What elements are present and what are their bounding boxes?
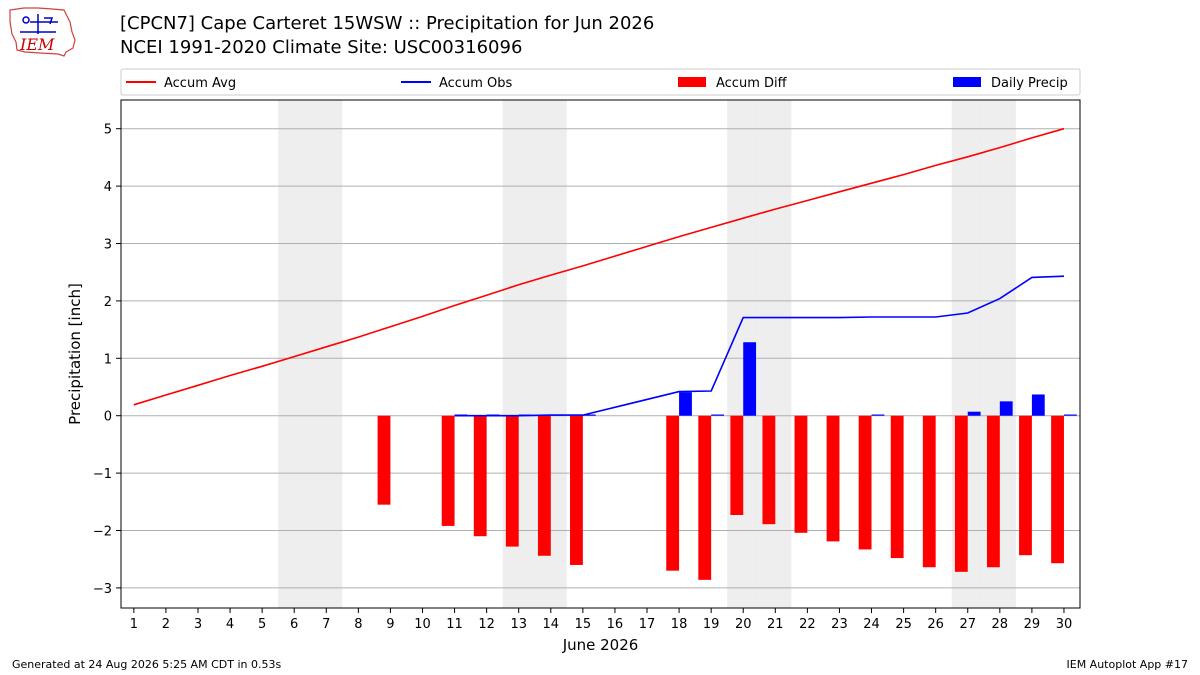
accum-diff-bar	[890, 415, 904, 559]
x-tick-label: 9	[386, 617, 394, 632]
x-tick-label: 24	[863, 617, 880, 632]
x-tick-label: 3	[194, 617, 202, 632]
plot-frame	[120, 99, 1081, 609]
y-tick-label: 5	[104, 123, 112, 138]
accum-diff-bar	[794, 415, 808, 533]
daily-precip-bar	[679, 392, 692, 416]
daily-precip-bar	[871, 414, 885, 416]
legend-entry: Accum Diff	[678, 76, 788, 91]
x-tick-label: 30	[1056, 617, 1073, 632]
y-tick-label: 0	[104, 410, 112, 425]
accum-diff-bar	[570, 415, 583, 565]
x-tick-label: 10	[414, 617, 431, 632]
accum-diff-bar	[1019, 415, 1032, 556]
iem-logo: IEM	[9, 7, 76, 57]
y-axis-label: Precipitation [inch]	[66, 283, 84, 425]
accum-diff-bar	[698, 415, 712, 580]
weather-station-icon	[20, 14, 58, 34]
iem-logo-text: IEM	[19, 35, 55, 54]
x-tick-label: 8	[354, 617, 362, 632]
legend-entry: Accum Obs	[401, 76, 512, 91]
accum-diff-bar	[986, 415, 1000, 568]
accum-diff-bar	[1051, 415, 1064, 564]
x-tick-label: 21	[767, 617, 784, 632]
x-tick-label: 17	[639, 617, 656, 632]
x-tick-label: 22	[799, 617, 816, 632]
chart-title: [CPCN7] Cape Carteret 15WSW :: Precipita…	[120, 13, 655, 34]
y-tick-label: 1	[104, 352, 112, 367]
x-tick-label: 6	[290, 617, 298, 632]
weekend-shade	[759, 100, 792, 608]
accum-diff-bar	[826, 415, 840, 542]
y-tick-label: 2	[104, 295, 112, 310]
x-tick-label: 13	[510, 617, 527, 632]
x-tick-label: 25	[895, 617, 912, 632]
legend: Accum Avg Accum Obs Accum Diff Daily Precip	[120, 68, 1081, 96]
x-axis-label: June 2026	[562, 636, 639, 654]
x-tick-label: 23	[831, 617, 848, 632]
legend-entry: Daily Precip	[953, 76, 1068, 91]
legend-label: Daily Precip	[991, 76, 1068, 91]
daily-precip-bar	[743, 342, 757, 416]
legend-box	[120, 68, 1081, 96]
chart-subtitle: NCEI 1991-2020 Climate Site: USC00316096	[120, 37, 523, 58]
weekend-shade	[310, 100, 343, 608]
accum-diff-bar	[441, 415, 455, 526]
x-tick-label: 20	[735, 617, 752, 632]
x-tick-label: 14	[543, 617, 560, 632]
accum-diff-bar	[505, 415, 519, 547]
legend-label: Accum Avg	[164, 76, 236, 91]
daily-precip-bar	[1063, 414, 1077, 416]
x-tick-label: 5	[258, 617, 266, 632]
y-tick-label: −3	[93, 582, 112, 597]
y-tick-label: −1	[93, 467, 112, 482]
x-tick-label: 16	[607, 617, 624, 632]
accum-diff-bar	[377, 415, 391, 505]
accum-diff-bar	[537, 415, 551, 556]
x-tick-label: 28	[992, 617, 1009, 632]
accum-diff-bar	[858, 415, 872, 550]
legend-label: Accum Diff	[716, 76, 788, 91]
x-tick-label: 19	[703, 617, 720, 632]
legend-entry: Accum Avg	[126, 76, 236, 91]
generated-timestamp: Generated at 24 Aug 2026 5:25 AM CDT in …	[12, 658, 282, 671]
y-tick-label: 3	[104, 238, 112, 253]
accum-obs-line	[454, 275, 1065, 417]
y-tick-label: 4	[104, 180, 112, 195]
accum-diff-bar	[954, 415, 968, 572]
accum-diff-bar	[730, 415, 744, 516]
x-tick-label: 26	[927, 617, 944, 632]
x-tick-label: 11	[446, 617, 463, 632]
x-tick-label: 15	[575, 617, 592, 632]
accum-diff-bar	[922, 415, 936, 568]
x-tick-label: 27	[959, 617, 976, 632]
x-tick-label: 1	[130, 617, 138, 632]
x-tick-label: 12	[478, 617, 495, 632]
daily-precip-bar	[711, 414, 724, 416]
legend-swatch	[678, 77, 706, 87]
daily-precip-bar	[582, 414, 596, 416]
x-tick-label: 2	[162, 617, 170, 632]
accum-avg-line	[133, 127, 1065, 406]
daily-precip-bar	[1031, 394, 1045, 416]
accum-diff-bar	[473, 415, 487, 537]
legend-swatch	[953, 77, 981, 87]
x-tick-label: 4	[226, 617, 234, 632]
y-tick-label: −2	[93, 525, 112, 540]
x-tick-label: 29	[1024, 617, 1041, 632]
daily-precip-bar	[999, 401, 1013, 416]
accum-diff-bar	[666, 415, 680, 571]
daily-precip-bar	[967, 411, 981, 416]
accum-diff-bar	[762, 415, 776, 525]
app-label: IEM Autoplot App #17	[1066, 658, 1189, 671]
x-tick-label: 18	[671, 617, 688, 632]
legend-label: Accum Obs	[439, 76, 512, 91]
x-tick-label: 7	[322, 617, 330, 632]
